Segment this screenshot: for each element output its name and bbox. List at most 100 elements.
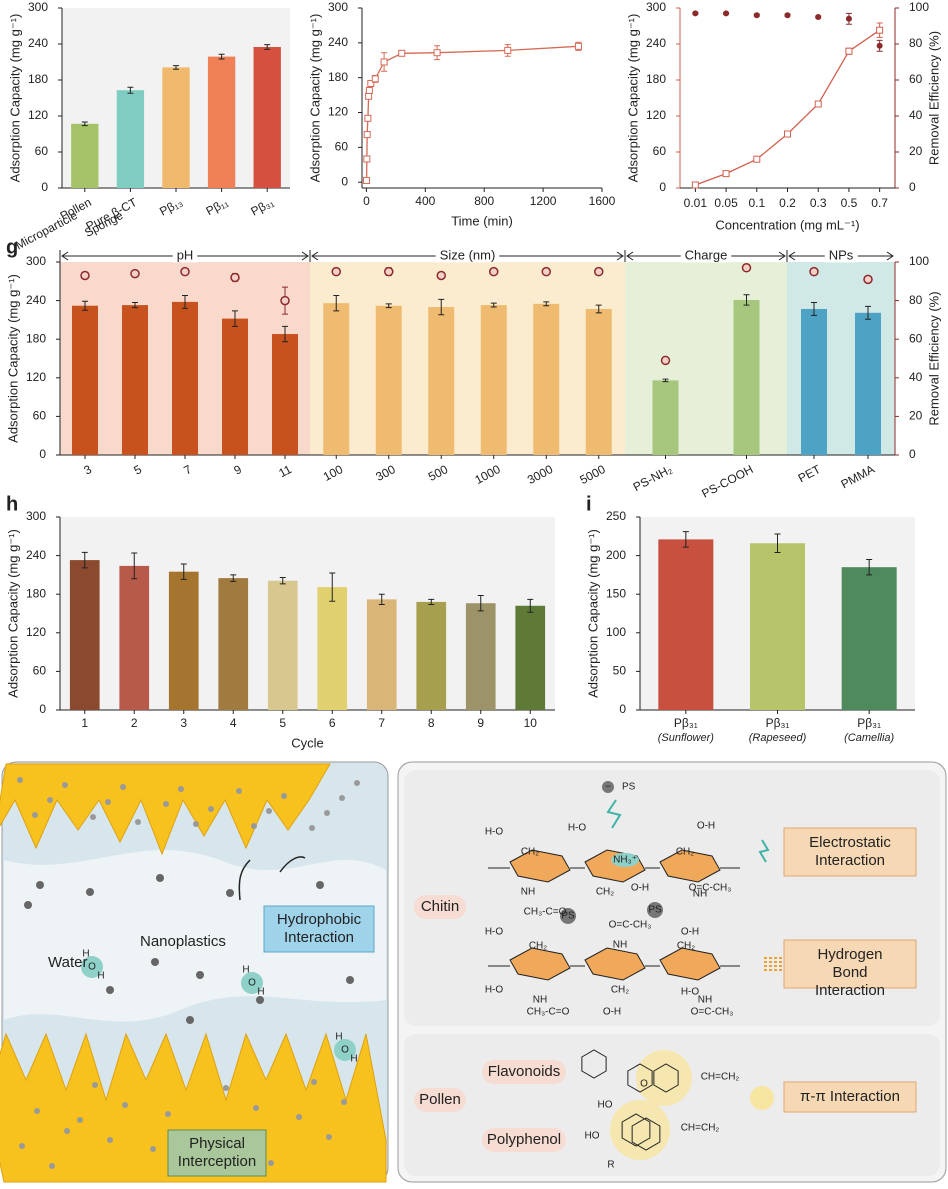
bar — [317, 587, 348, 710]
bar — [428, 307, 455, 455]
marker — [753, 12, 760, 19]
label: Chitin — [421, 898, 459, 915]
shape — [90, 814, 96, 820]
y-tick-label: 240 — [646, 36, 666, 50]
axis-label: Adsorption Capacity (mg g⁻¹) — [5, 274, 20, 443]
bar — [172, 301, 198, 455]
chem-label: PS — [622, 782, 636, 793]
shape — [62, 782, 68, 788]
x-tick-label: (Camellia) — [844, 732, 894, 744]
bar — [253, 47, 281, 188]
y-tick-label: 300 — [26, 254, 46, 268]
y-tick-label: 180 — [26, 586, 46, 600]
efficiency-marker — [660, 355, 671, 366]
label-box — [783, 939, 917, 989]
shape — [196, 971, 204, 979]
efficiency-marker — [130, 268, 140, 279]
x-tick-label: 500 — [426, 462, 451, 484]
y-tick-label: 60 — [909, 331, 923, 345]
shape — [346, 976, 354, 984]
bar — [218, 578, 249, 710]
efficiency-marker — [741, 263, 752, 273]
chem-label: H-O — [485, 827, 504, 838]
y-tick-label: 240 — [26, 293, 46, 307]
chem-label: NH — [521, 887, 535, 898]
atom: H — [335, 1032, 342, 1043]
bar — [652, 380, 679, 455]
y-tick-label: 0 — [39, 447, 46, 461]
axis-label: Adsorption Capacity (mg g⁻¹) — [307, 14, 322, 183]
shape — [339, 795, 345, 801]
x-tick-label: (Rapeseed) — [749, 732, 807, 744]
error-bar — [543, 301, 550, 307]
atom: H — [242, 965, 249, 976]
axis-label: Cycle — [291, 735, 324, 750]
x-tick-label: 5000 — [577, 462, 607, 487]
decoration — [0, 763, 784, 1183]
chem-label: PS — [648, 905, 662, 916]
y-tick-label: 50 — [613, 664, 627, 678]
x-tick-label: 1600 — [589, 194, 616, 208]
shape — [17, 777, 23, 783]
x-tick-label: PET — [796, 462, 824, 486]
marker — [365, 92, 373, 100]
efficiency-marker — [594, 266, 604, 277]
shape — [584, 947, 646, 981]
bar — [323, 303, 350, 455]
label-box — [783, 827, 917, 877]
x-tick-label: 0 — [363, 194, 370, 208]
efficiency-marker — [280, 295, 290, 306]
y-tick-label: 300 — [646, 0, 666, 14]
error-bar — [490, 302, 497, 308]
label-box — [263, 905, 375, 953]
bar — [515, 605, 546, 710]
chem-label: H-O — [485, 985, 504, 996]
shape — [0, 1032, 387, 1183]
group-background — [625, 262, 787, 455]
y-tick-label: 60 — [33, 664, 47, 678]
y-tick-label: 0 — [39, 702, 46, 716]
shape — [36, 881, 44, 889]
marker — [723, 10, 730, 17]
x-tick-label: 9 — [231, 462, 244, 478]
marker — [574, 42, 582, 50]
y-tick-label: 0 — [41, 180, 48, 194]
shape — [311, 1079, 317, 1085]
shape — [659, 849, 721, 883]
bar — [116, 90, 145, 188]
chem-label: O-H — [697, 821, 715, 832]
y-tick-label: 180 — [26, 331, 46, 345]
marker — [367, 79, 375, 87]
bar — [71, 123, 99, 188]
chem-label: CH₂ — [676, 847, 694, 858]
shape — [107, 1137, 113, 1143]
shape — [606, 799, 770, 863]
marker — [845, 47, 853, 55]
shape — [92, 1082, 98, 1088]
mechanism-diagram: Water Nanoplastics Hydrophobic Interactio… — [0, 761, 947, 1183]
chem-label: O=C-CH₃ — [689, 883, 732, 894]
shape — [122, 1102, 128, 1108]
shape — [236, 788, 242, 794]
error-bar — [774, 533, 781, 554]
shape — [509, 947, 571, 981]
group-label-bg — [680, 247, 732, 263]
y-tick-label: 0 — [341, 174, 348, 188]
shape — [105, 799, 111, 805]
error-bar — [81, 551, 88, 569]
shape — [34, 1108, 40, 1114]
y-tick-label: 60 — [35, 144, 49, 158]
group-label-bg — [435, 247, 500, 263]
pill — [482, 1060, 566, 1084]
y-tick-label: 120 — [26, 370, 46, 384]
shape — [324, 810, 330, 816]
error-bar — [279, 576, 286, 585]
group-label: Size (nm) — [440, 247, 496, 262]
shape — [296, 1114, 302, 1120]
atom: O — [248, 978, 256, 989]
shape — [156, 874, 164, 882]
error-bar — [132, 302, 138, 309]
error-bar — [230, 574, 237, 582]
y-tick-label: 120 — [28, 108, 48, 122]
chem-label: O-H — [603, 1007, 621, 1018]
